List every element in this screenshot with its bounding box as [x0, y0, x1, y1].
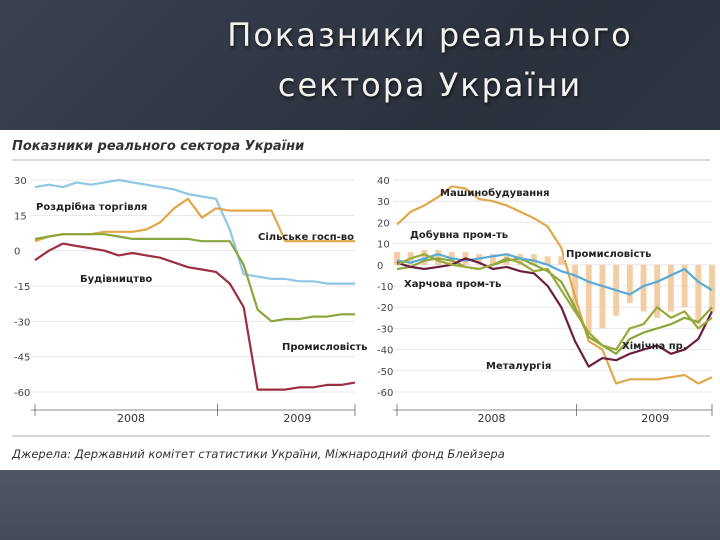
series-label: Машинобудування — [440, 187, 550, 199]
bottom-bar — [0, 470, 720, 540]
series-label: Металургія — [486, 361, 551, 372]
figure-svg: Показники реального сектора України 30 15… — [11, 139, 715, 461]
bar-mark — [654, 264, 661, 318]
y-tick-label: 0 — [14, 247, 20, 258]
x-tick-label: 2008 — [478, 412, 506, 425]
series-label: Хімічна пр. — [622, 341, 687, 352]
x-tick-label: 2008 — [117, 412, 145, 425]
series-label: Промисловість — [282, 342, 368, 353]
y-tick-label: -60 — [14, 388, 30, 399]
figure-panel: Показники реального сектора України 30 15… — [0, 130, 720, 470]
bar-mark — [599, 264, 606, 329]
series-line — [34, 178, 355, 285]
series-line — [396, 257, 713, 355]
y-tick-label: -30 — [14, 317, 30, 328]
y-tick-label: -50 — [377, 367, 393, 378]
figure-source: Джерела: Державний комітет статистики Ук… — [11, 447, 505, 461]
series-line — [396, 185, 713, 385]
y-tick-label: 10 — [377, 240, 390, 251]
series-label-bg — [408, 228, 507, 241]
y-tick-label: 20 — [377, 218, 390, 229]
bar-mark — [695, 264, 702, 325]
bar-mark — [585, 264, 592, 333]
bar-mark — [489, 254, 496, 265]
bar-mark — [681, 264, 688, 308]
bar-mark — [667, 264, 674, 312]
y-tick-label: 15 — [14, 211, 27, 222]
y-tick-label: -45 — [14, 353, 30, 364]
slide-title: Показники реального сектора України — [150, 10, 710, 110]
bar-mark — [626, 264, 633, 303]
y-tick-label: -40 — [377, 346, 393, 357]
series-label: Роздрібна торгівля — [36, 201, 147, 213]
bar-mark — [709, 264, 715, 312]
bar-mark — [558, 256, 565, 265]
series-label: Сільське госп-во — [258, 232, 354, 243]
series-label: Промисловість — [566, 249, 652, 260]
series-line — [396, 253, 713, 296]
series-label-bg — [564, 247, 650, 260]
bar-mark — [394, 252, 400, 265]
slide-title-line1: Показники реального — [227, 16, 633, 54]
x-tick-label: 2009 — [641, 412, 669, 425]
bar-mark — [572, 264, 578, 308]
series-label: Будівництво — [80, 274, 152, 285]
bar-mark — [640, 264, 647, 312]
y-tick-label: -20 — [377, 303, 393, 314]
series-label: Добувна пром-ть — [410, 229, 508, 241]
x-tick-label: 2009 — [283, 412, 311, 425]
y-tick-label: -10 — [377, 282, 393, 293]
series-line — [396, 253, 713, 351]
series-label: Харчова пром-ть — [404, 279, 501, 290]
y-tick-label: 30 — [14, 176, 27, 187]
chart-right: 40 30 20 10 0 -10 -20 -30 -40 -50 -60 2008 2009 Машин… — [377, 176, 715, 425]
figure-title: Показники реального сектора України — [12, 139, 304, 154]
y-tick-label: -30 — [377, 324, 393, 335]
y-tick-label: 40 — [377, 176, 390, 187]
y-tick-label: -15 — [14, 282, 30, 293]
series-label-bg — [402, 277, 501, 290]
series-line — [34, 233, 355, 323]
series-label-bg — [34, 200, 152, 213]
chart-left: 30 15 0 -15 -30 -45 -60 2008 2009 Роздрібна торгі… — [14, 176, 368, 425]
y-tick-label: -60 — [377, 388, 393, 399]
bar-mark — [544, 256, 551, 265]
slide-title-line2: сектора України — [277, 66, 583, 104]
y-tick-label: 30 — [377, 197, 390, 208]
series-line — [34, 242, 356, 391]
y-tick-label: 0 — [377, 261, 383, 272]
